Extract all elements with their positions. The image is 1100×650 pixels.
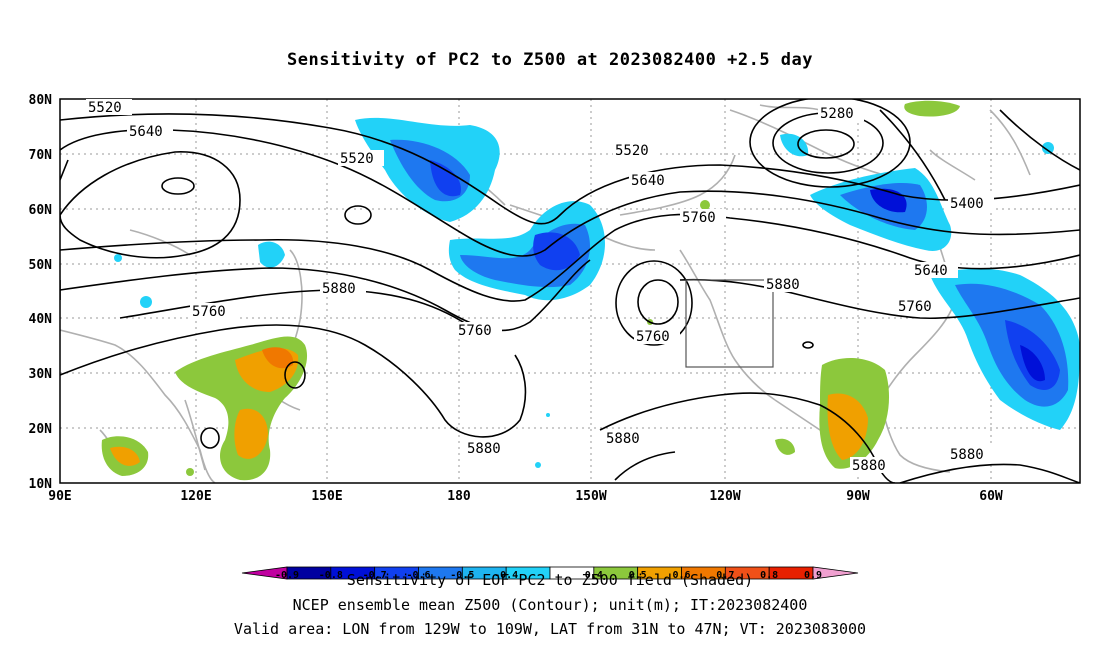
positive-sensitivity-shading (101, 100, 960, 481)
lat-label: 40N (29, 312, 53, 327)
colorbar-tick-label: 0.4 (585, 570, 603, 581)
lon-label: 90W (846, 489, 870, 504)
contour-label: 5760 (192, 304, 226, 320)
contour-label: 5880 (950, 447, 984, 463)
contour-label: 5640 (129, 124, 163, 140)
colorbar-tick-label: -0.5 (450, 570, 474, 581)
contour-label: 5880 (852, 458, 886, 474)
contour-label: 5520 (88, 100, 122, 116)
contour-label: 5400 (950, 196, 984, 212)
contour-label: 5880 (766, 277, 800, 293)
contour-label: 5640 (631, 173, 665, 189)
lon-label: 60W (979, 489, 1003, 504)
colorbar (241, 566, 859, 580)
lon-label: 120E (180, 489, 211, 504)
colorbar-caption: Sensitivity of EOF PC2 to Z500 field (Sh… (346, 571, 754, 589)
lat-label: 30N (29, 367, 53, 382)
contour-label: 5760 (636, 329, 670, 345)
lon-label: 90E (48, 489, 71, 504)
colorbar-tick-label: 0.7 (716, 570, 734, 581)
lat-label: 20N (29, 422, 53, 437)
colorbar-tick-label: -0.7 (363, 570, 387, 581)
contour-label: 5520 (340, 151, 374, 167)
map-title: Sensitivity of PC2 to Z500 at 2023082400… (286, 50, 813, 70)
colorbar-tick-label: 0.8 (760, 570, 778, 581)
lon-label: 150W (575, 489, 606, 504)
lon-label: 180 (447, 489, 471, 504)
lat-label: 70N (29, 148, 53, 163)
footer-valid-area: Valid area: LON from 129W to 109W, LAT f… (233, 620, 867, 638)
contour-label: 5520 (615, 143, 649, 159)
lat-label: 10N (29, 477, 53, 492)
contour-label: 5760 (458, 323, 492, 339)
contour-label: 5760 (898, 299, 932, 315)
valid-area-box (685, 279, 774, 368)
lat-label: 80N (29, 93, 53, 108)
plot-frame (59, 98, 1081, 484)
colorbar-tick-label: -0.6 (406, 570, 430, 581)
colorbar-tick-label: -0.9 (275, 570, 299, 581)
lon-label: 150E (311, 489, 342, 504)
contour-label: 5880 (322, 281, 356, 297)
colorbar-tick-label: 0.5 (629, 570, 647, 581)
lat-label: 50N (29, 258, 53, 273)
contour-label: 5880 (467, 441, 501, 457)
contour-label: 5880 (606, 431, 640, 447)
colorbar-tick-label: -0.4 (494, 570, 518, 581)
lon-label: 120W (709, 489, 740, 504)
contour-label: 5640 (914, 263, 948, 279)
lat-label: 60N (29, 203, 53, 218)
contour-label: 5760 (682, 210, 716, 226)
colorbar-tick-label: 0.6 (672, 570, 690, 581)
colorbar-segment (812, 566, 859, 580)
footer-contour-info: NCEP ensemble mean Z500 (Contour); unit(… (292, 596, 808, 614)
colorbar-tick-label: -0.8 (319, 570, 343, 581)
colorbar-tick-label: 0.9 (804, 570, 822, 581)
z500-contours (60, 99, 1080, 483)
contour-label: 5280 (820, 106, 854, 122)
